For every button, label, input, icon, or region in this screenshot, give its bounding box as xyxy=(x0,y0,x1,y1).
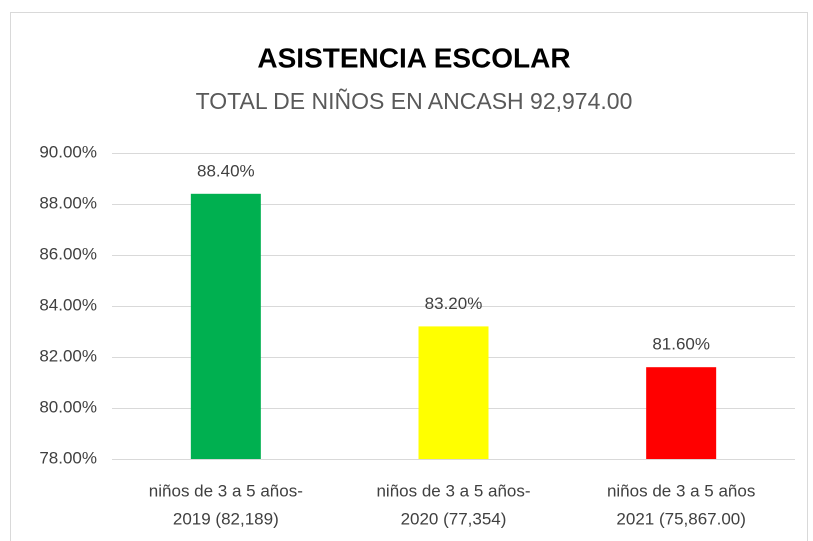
data-label: 88.40% xyxy=(197,161,255,180)
x-tick-label: 2019 (82,189) xyxy=(173,509,279,528)
y-tick-label: 78.00% xyxy=(39,448,97,467)
x-tick-label: niños de 3 a 5 años- xyxy=(376,481,530,500)
y-tick-label: 86.00% xyxy=(39,244,97,263)
y-tick-label: 84.00% xyxy=(39,295,97,314)
x-tick-label: niños de 3 a 5 años xyxy=(607,481,755,500)
y-tick-label: 90.00% xyxy=(39,142,97,161)
bar xyxy=(190,193,261,460)
chart-title: ASISTENCIA ESCOLAR xyxy=(257,42,570,73)
y-tick-label: 80.00% xyxy=(39,397,97,416)
y-tick-label: 82.00% xyxy=(39,346,97,365)
x-tick-label: 2021 (75,867.00) xyxy=(616,509,746,528)
data-label: 83.20% xyxy=(425,294,483,313)
x-tick-label: 2020 (77,354) xyxy=(401,509,507,528)
chart-subtitle: TOTAL DE NIÑOS EN ANCASH 92,974.00 xyxy=(196,88,633,114)
y-tick-label: 88.00% xyxy=(39,193,97,212)
data-label: 81.60% xyxy=(652,335,710,354)
bar xyxy=(418,326,489,459)
x-tick-label: niños de 3 a 5 años- xyxy=(149,481,303,500)
bar xyxy=(646,367,717,459)
